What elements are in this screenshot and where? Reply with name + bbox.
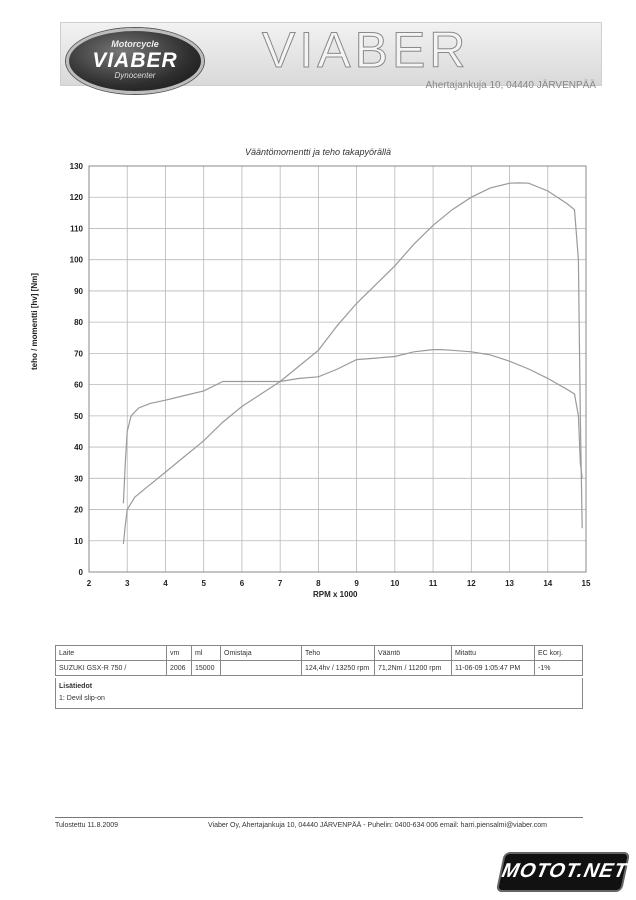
x-tick-label: 7 (278, 579, 283, 588)
cell-laite: SUZUKI GSX-R 750 / (55, 660, 167, 676)
logo-bottom-text: Dynocenter (114, 71, 156, 80)
table-header-row: Laite vm ml Omistaja Teho Vääntö Mitattu… (55, 645, 583, 661)
header-cell-mitattu: Mitattu (451, 645, 535, 661)
x-tick-label: 15 (582, 579, 591, 588)
y-tick-label: 0 (79, 568, 84, 577)
header-cell-ec: EC korj. (534, 645, 583, 661)
additional-info-entry: 1: Devil slip-on (59, 695, 105, 702)
cell-ec: -1% (534, 660, 583, 676)
y-tick-label: 110 (70, 224, 83, 233)
x-tick-label: 5 (201, 579, 206, 588)
cell-mitattu: 11-06-09 1:05:47 PM (451, 660, 535, 676)
x-axis-label: RPM x 1000 (313, 590, 358, 599)
series-line-2 (122, 349, 583, 504)
measurement-table: Laite vm ml Omistaja Teho Vääntö Mitattu… (55, 645, 583, 676)
y-tick-label: 20 (74, 506, 83, 515)
x-tick-label: 12 (467, 579, 476, 588)
y-tick-label: 100 (70, 256, 84, 265)
header-cell-omistaja: Omistaja (220, 645, 302, 661)
cell-teho: 124,4hv / 13250 rpm (301, 660, 375, 676)
table-row: SUZUKI GSX-R 750 / 2006 15000 124,4hv / … (55, 660, 583, 676)
x-tick-label: 10 (390, 579, 399, 588)
dyno-chart: 2 3 4 5 6 7 8 9 10 11 12 13 14 15 0 10 20 30 40 50 60 70 80 90 1… (70, 162, 591, 588)
additional-info-box: Lisätiedot 1: Devil slip-on (55, 678, 583, 709)
cell-vaanto: 71,2Nm / 11200 rpm (374, 660, 452, 676)
logo-top-text: Motorcycle (111, 39, 159, 49)
plot-frame (88, 165, 587, 573)
y-tick-label: 10 (74, 537, 83, 546)
y-tick-label: 130 (70, 162, 84, 171)
y-tick-label: 50 (74, 412, 83, 421)
y-tick-label: 80 (74, 318, 83, 327)
header-cell-vm: vm (166, 645, 192, 661)
y-tick-label: 120 (70, 193, 84, 202)
header-cell-laite: Laite (55, 645, 167, 661)
series-line-1 (122, 182, 583, 544)
company-address: Ahertajankuja 10, 04440 JÄRVENPÄÄ (425, 80, 596, 91)
x-tick-label: 14 (543, 579, 552, 588)
header-cell-teho: Teho (301, 645, 375, 661)
x-tick-label: 4 (163, 579, 168, 588)
header-cell-vaanto: Vääntö (374, 645, 452, 661)
y-tick-label: 70 (74, 349, 83, 358)
x-tick-label: 9 (354, 579, 359, 588)
x-tick-label: 6 (240, 579, 245, 588)
watermark-text: MOTOT.NET (499, 860, 630, 882)
x-tick-label: 3 (125, 579, 130, 588)
x-tick-label: 13 (505, 579, 514, 588)
y-tick-label: 30 (74, 474, 83, 483)
footer-divider (55, 817, 583, 818)
y-tick-label: 90 (74, 287, 83, 296)
company-contact: Viaber Oy, Ahertajankuja 10, 04440 JÄRVE… (208, 822, 548, 829)
x-tick-label: 11 (429, 579, 438, 588)
cell-vm: 2006 (166, 660, 192, 676)
header-cell-ml: ml (191, 645, 221, 661)
cell-ml: 15000 (191, 660, 221, 676)
motot-watermark: MOTOT.NET (495, 852, 631, 892)
brand-wordmark: VIABER (262, 22, 470, 78)
x-tick-label: 8 (316, 579, 321, 588)
print-date: Tulostettu 11.8.2009 (55, 822, 119, 829)
chart-title: Vääntömomentti ja teho takapyörällä (244, 147, 392, 157)
cell-omistaja (220, 660, 302, 676)
y-tick-label: 40 (74, 443, 83, 452)
viaber-logo: Motorcycle VIABER Dynocenter (66, 28, 204, 94)
logo-main-text: VIABER (92, 49, 178, 72)
y-axis-label: teho / momentti [hv] [Nm] (30, 273, 39, 370)
additional-info-title: Lisätiedot (59, 683, 93, 690)
x-tick-label: 2 (87, 579, 92, 588)
y-tick-label: 60 (74, 381, 83, 390)
